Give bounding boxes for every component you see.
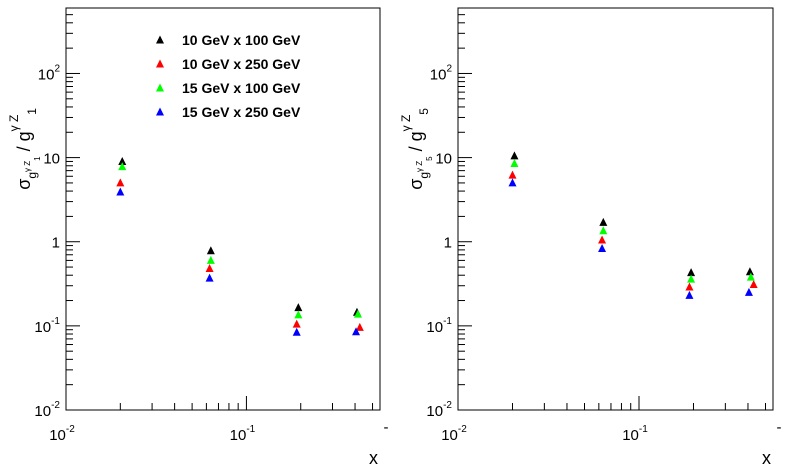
y-axis-title: σgγ Z1 / gγ Z1	[7, 108, 42, 190]
x-tick-label: 10-1	[230, 424, 256, 444]
legend-label: 10 GeV x 100 GeV	[182, 32, 301, 48]
y-tick-label: 10	[43, 151, 60, 168]
y-tick-label: 10	[435, 151, 452, 168]
data-point	[294, 310, 303, 319]
series-15-gev-x-250-gev	[116, 187, 361, 336]
data-point	[599, 217, 608, 226]
series-10-gev-x-250-gev	[508, 170, 758, 291]
data-point	[599, 226, 608, 235]
legend-label: 15 GeV x 100 GeV	[182, 80, 301, 96]
data-point	[118, 156, 127, 165]
y-axis-title: σgγ Z5 / gγ Z5	[399, 108, 434, 190]
data-point	[598, 235, 607, 244]
data-point	[685, 282, 694, 291]
data-point	[508, 170, 517, 179]
data-point	[749, 280, 758, 289]
series-15-gev-x-100-gev	[510, 159, 755, 283]
data-point	[116, 178, 125, 187]
y-tick-label: 1	[444, 235, 452, 252]
x-tick-label: 10-2	[441, 424, 467, 444]
right-panel: 10-2 10-1 - 10-2 10-1 1 10 102 x σgγ Z5 / gγ Z5	[399, 7, 782, 468]
x-tick-label: 10-2	[49, 424, 75, 444]
plot-frame	[457, 7, 774, 411]
data-point	[206, 246, 215, 255]
data-point	[353, 309, 362, 318]
legend-marker	[156, 83, 164, 92]
y-tick-label: 1	[52, 235, 60, 252]
data-point	[292, 319, 301, 328]
legend-marker	[156, 107, 164, 116]
data-point	[116, 187, 125, 196]
data-point	[355, 322, 364, 331]
data-point	[294, 303, 303, 312]
data-point	[745, 267, 754, 276]
legend-marker	[156, 35, 164, 44]
data-point	[687, 274, 696, 283]
x-axis-title: x	[369, 448, 378, 468]
left-panel: 10-2 10-1 - 10-2 10-1 1 10 102 x σgγ Z1 / gγ Z1 10…	[7, 7, 389, 468]
series-15-gev-x-250-gev	[508, 178, 753, 299]
data-point	[598, 244, 607, 253]
y-tick-label: 10-1	[34, 316, 60, 336]
series-10-gev-x-100-gev	[510, 151, 754, 277]
data-point	[206, 255, 215, 264]
y-tick-label: 10-1	[426, 316, 452, 336]
data-point	[744, 287, 753, 296]
data-point	[292, 327, 301, 336]
legend-label: 10 GeV x 250 GeV	[182, 56, 301, 72]
y-tick-label: 10-2	[34, 400, 60, 420]
data-point	[510, 159, 519, 168]
y-tick-label: 102	[38, 63, 61, 83]
x-axis-title: x	[762, 448, 771, 468]
data-point	[352, 327, 361, 336]
data-point	[205, 264, 214, 273]
plot-frame	[65, 7, 381, 411]
series-15-gev-x-100-gev	[118, 162, 362, 319]
legend: 10 GeV x 100 GeV 10 GeV x 250 GeV 15 GeV x…	[156, 32, 301, 120]
data-point	[746, 272, 755, 281]
legend-label: 15 GeV x 250 GeV	[182, 104, 301, 120]
x-edge-label: -	[384, 419, 389, 436]
x-tick-label: 10-1	[622, 424, 648, 444]
series-10-gev-x-100-gev	[118, 156, 361, 316]
data-point	[205, 273, 214, 282]
y-tick-label: 10-2	[426, 400, 452, 420]
data-point	[508, 178, 517, 187]
y-tick-label: 102	[430, 63, 453, 83]
x-edge-label: -	[777, 419, 782, 436]
data-point	[685, 290, 694, 299]
data-point	[118, 162, 127, 171]
series-10-gev-x-250-gev	[116, 178, 364, 331]
legend-marker	[156, 59, 164, 68]
data-point	[687, 268, 696, 277]
data-point	[510, 151, 519, 160]
